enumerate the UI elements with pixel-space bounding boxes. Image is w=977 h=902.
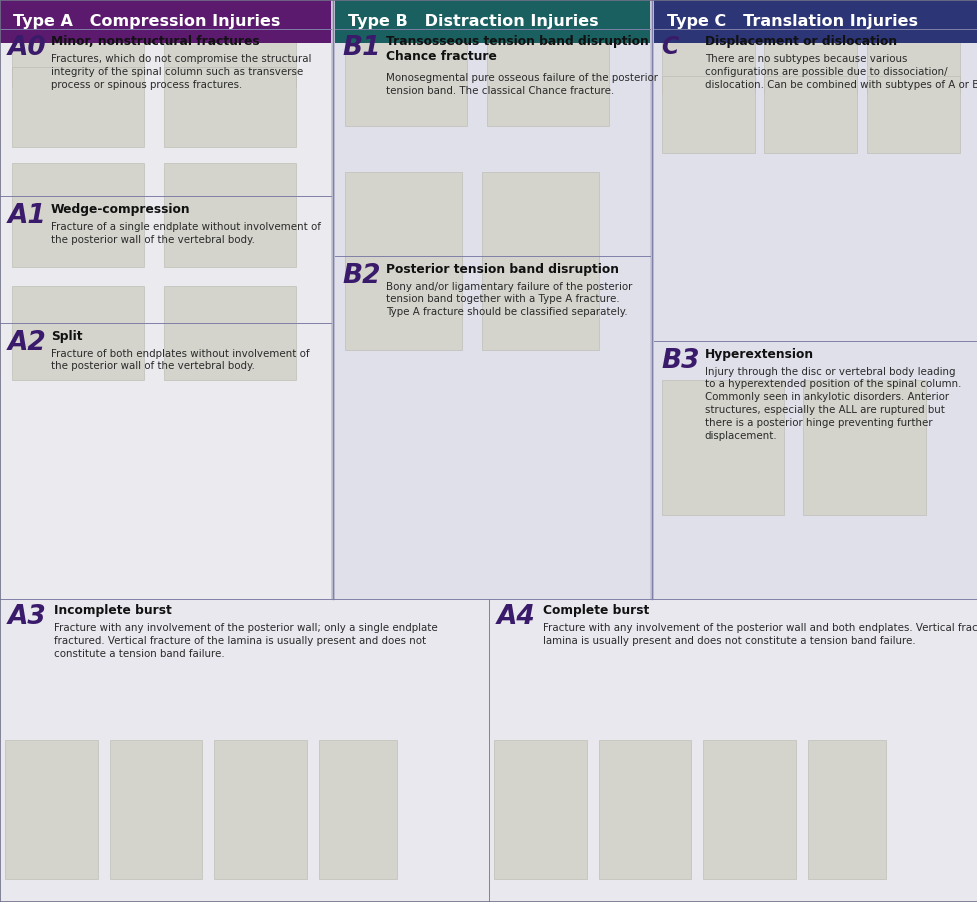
Bar xyxy=(12,7,144,87)
Text: Incomplete burst: Incomplete burst xyxy=(54,604,171,617)
Text: A1: A1 xyxy=(8,203,47,229)
Text: A2: A2 xyxy=(8,330,47,355)
Bar xyxy=(660,76,754,152)
Text: Posterior tension band disruption: Posterior tension band disruption xyxy=(385,262,618,276)
Text: Wedge-compression: Wedge-compression xyxy=(51,203,191,216)
Bar xyxy=(345,171,462,266)
Text: Fracture with any involvement of the posterior wall and both endplates. Vertical: Fracture with any involvement of the pos… xyxy=(542,623,977,646)
Bar xyxy=(493,740,586,879)
Bar xyxy=(12,286,144,381)
Bar xyxy=(866,76,958,152)
Text: Fracture of both endplates without involvement of
the posterior wall of the vert: Fracture of both endplates without invol… xyxy=(51,349,309,372)
Bar xyxy=(164,286,296,381)
Text: B3: B3 xyxy=(660,347,700,373)
Bar xyxy=(319,740,397,879)
Text: Split: Split xyxy=(51,330,82,343)
Text: Fracture with any involvement of the posterior wall; only a single endplate
frac: Fracture with any involvement of the pos… xyxy=(54,623,437,658)
Bar xyxy=(807,740,885,879)
Text: Fractures, which do not compromise the structural
integrity of the spinal column: Fractures, which do not compromise the s… xyxy=(51,54,311,89)
Bar xyxy=(764,76,856,152)
Text: Type B   Distraction Injuries: Type B Distraction Injuries xyxy=(348,14,598,29)
Bar xyxy=(345,255,462,350)
Bar xyxy=(702,740,795,879)
Bar xyxy=(5,740,98,879)
Text: Hyperextension: Hyperextension xyxy=(703,347,813,361)
Bar xyxy=(660,16,754,93)
Bar xyxy=(598,740,691,879)
Bar xyxy=(214,740,307,879)
Text: Displacement or dislocation: Displacement or dislocation xyxy=(703,35,896,48)
Bar xyxy=(866,16,958,93)
Text: A4: A4 xyxy=(496,604,535,630)
Bar xyxy=(0,599,977,902)
Bar xyxy=(660,380,784,515)
Text: B1: B1 xyxy=(343,35,381,61)
Text: There are no subtypes because various
configurations are possible due to dissoci: There are no subtypes because various co… xyxy=(703,54,977,89)
Bar xyxy=(164,162,296,266)
Bar xyxy=(653,0,977,599)
Bar xyxy=(0,0,330,599)
Text: A0: A0 xyxy=(8,35,47,61)
Bar xyxy=(345,0,467,125)
Bar xyxy=(334,0,650,599)
Text: Injury through the disc or vertebral body leading
to a hyperextended position of: Injury through the disc or vertebral bod… xyxy=(703,366,960,441)
Bar xyxy=(481,171,598,266)
Bar xyxy=(334,0,650,43)
Bar xyxy=(0,0,330,43)
Bar xyxy=(481,255,598,350)
Bar xyxy=(164,68,296,147)
Bar xyxy=(487,0,608,125)
Bar xyxy=(109,740,202,879)
Text: Type C   Translation Injuries: Type C Translation Injuries xyxy=(666,14,916,29)
Text: C: C xyxy=(660,35,678,59)
Text: Complete burst: Complete burst xyxy=(542,604,649,617)
Text: Fracture of a single endplate without involvement of
the posterior wall of the v: Fracture of a single endplate without in… xyxy=(51,222,320,244)
Bar xyxy=(803,380,924,515)
Bar xyxy=(764,16,856,93)
Bar xyxy=(12,162,144,266)
Text: Type A   Compression Injuries: Type A Compression Injuries xyxy=(13,14,279,29)
Bar xyxy=(12,68,144,147)
Text: Minor, nonstructural fractures: Minor, nonstructural fractures xyxy=(51,35,259,48)
Text: Monosegmental pure osseous failure of the posterior
tension band. The classical : Monosegmental pure osseous failure of th… xyxy=(385,73,658,96)
Text: A3: A3 xyxy=(8,604,47,630)
Text: Bony and/or ligamentary failure of the posterior
tension band together with a Ty: Bony and/or ligamentary failure of the p… xyxy=(385,281,631,318)
Bar xyxy=(164,7,296,87)
Text: B2: B2 xyxy=(343,262,381,289)
Bar xyxy=(653,0,977,43)
Text: Transosseous tension band disruption
Chance fracture: Transosseous tension band disruption Cha… xyxy=(385,35,648,63)
